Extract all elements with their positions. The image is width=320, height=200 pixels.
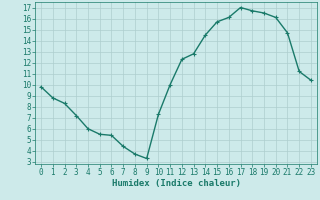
X-axis label: Humidex (Indice chaleur): Humidex (Indice chaleur) [111, 179, 241, 188]
